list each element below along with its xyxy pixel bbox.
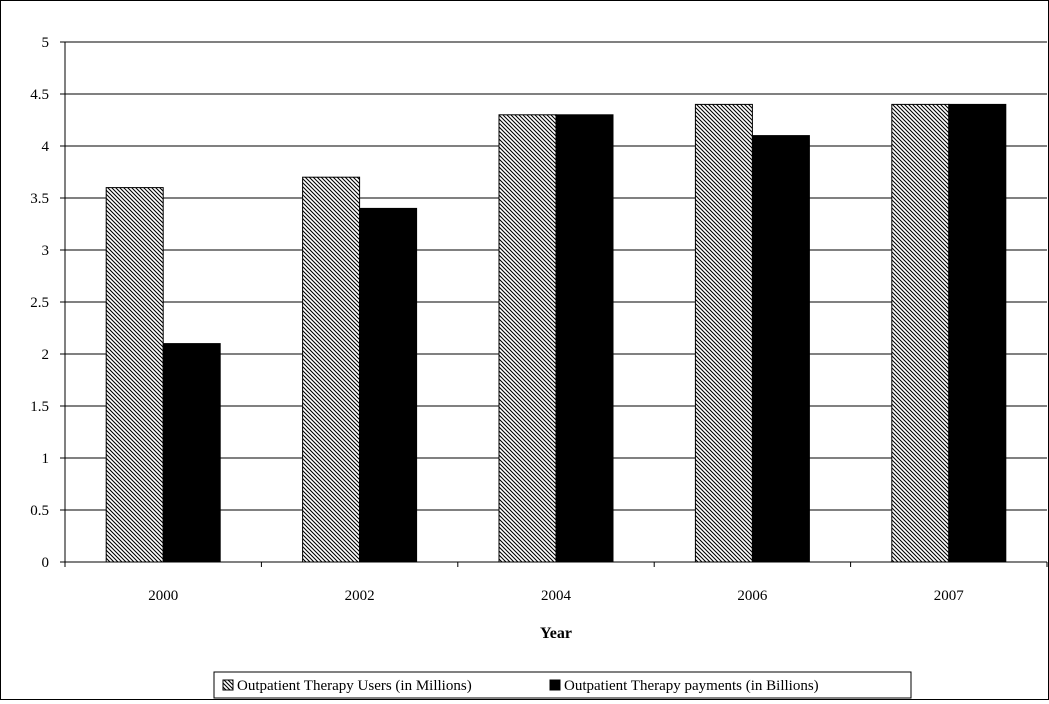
y-tick-label: 1 bbox=[42, 451, 50, 467]
y-tick-label: 0 bbox=[42, 555, 50, 571]
y-tick-label: 2.5 bbox=[30, 295, 49, 311]
y-tick-label: 0.5 bbox=[30, 503, 49, 519]
bar-payments-2004 bbox=[555, 114, 614, 563]
x-tick-label: 2002 bbox=[345, 588, 375, 604]
x-tick-label: 2007 bbox=[934, 588, 965, 604]
tick-labels: 0 0.5 1 1.5 2 2.5 3 3.5 4 4.5 5 2000 2002 2004 2006 200… bbox=[30, 35, 964, 604]
bar-payments-2000 bbox=[162, 343, 221, 563]
y-tick-label: 5 bbox=[42, 35, 50, 51]
bar-users-2000 bbox=[105, 187, 164, 563]
y-tick-label: 2 bbox=[42, 347, 50, 363]
x-tick-label: 2004 bbox=[541, 588, 572, 604]
y-tick-label: 3.5 bbox=[30, 191, 49, 207]
bar-users-2007 bbox=[891, 103, 950, 563]
y-tick-label: 3 bbox=[42, 243, 50, 259]
x-tick-label: 2006 bbox=[737, 588, 768, 604]
y-tick-label: 4 bbox=[42, 139, 50, 155]
legend: Outpatient Therapy Users (in Millions) Ou… bbox=[213, 671, 912, 699]
bar-payments-2002 bbox=[359, 207, 418, 563]
y-tick-label: 4.5 bbox=[30, 87, 49, 103]
bar-users-2006 bbox=[694, 103, 753, 563]
bar-payments-2007 bbox=[948, 103, 1007, 563]
bar-users-2002 bbox=[302, 176, 361, 563]
legend-swatch-payments bbox=[549, 679, 561, 691]
x-tick-label: 2000 bbox=[148, 588, 178, 604]
x-axis-title: Year bbox=[540, 625, 572, 642]
y-tick-label: 1.5 bbox=[30, 399, 49, 415]
bar-users-2004 bbox=[498, 114, 557, 563]
bar-payments-2006 bbox=[751, 135, 810, 563]
legend-swatch-users bbox=[222, 679, 234, 691]
legend-label-payments: Outpatient Therapy payments (in Billions… bbox=[564, 678, 819, 694]
legend-box bbox=[213, 671, 912, 699]
axes bbox=[60, 41, 1048, 567]
bars bbox=[105, 103, 1007, 563]
legend-label-users: Outpatient Therapy Users (in Millions) bbox=[237, 678, 472, 694]
